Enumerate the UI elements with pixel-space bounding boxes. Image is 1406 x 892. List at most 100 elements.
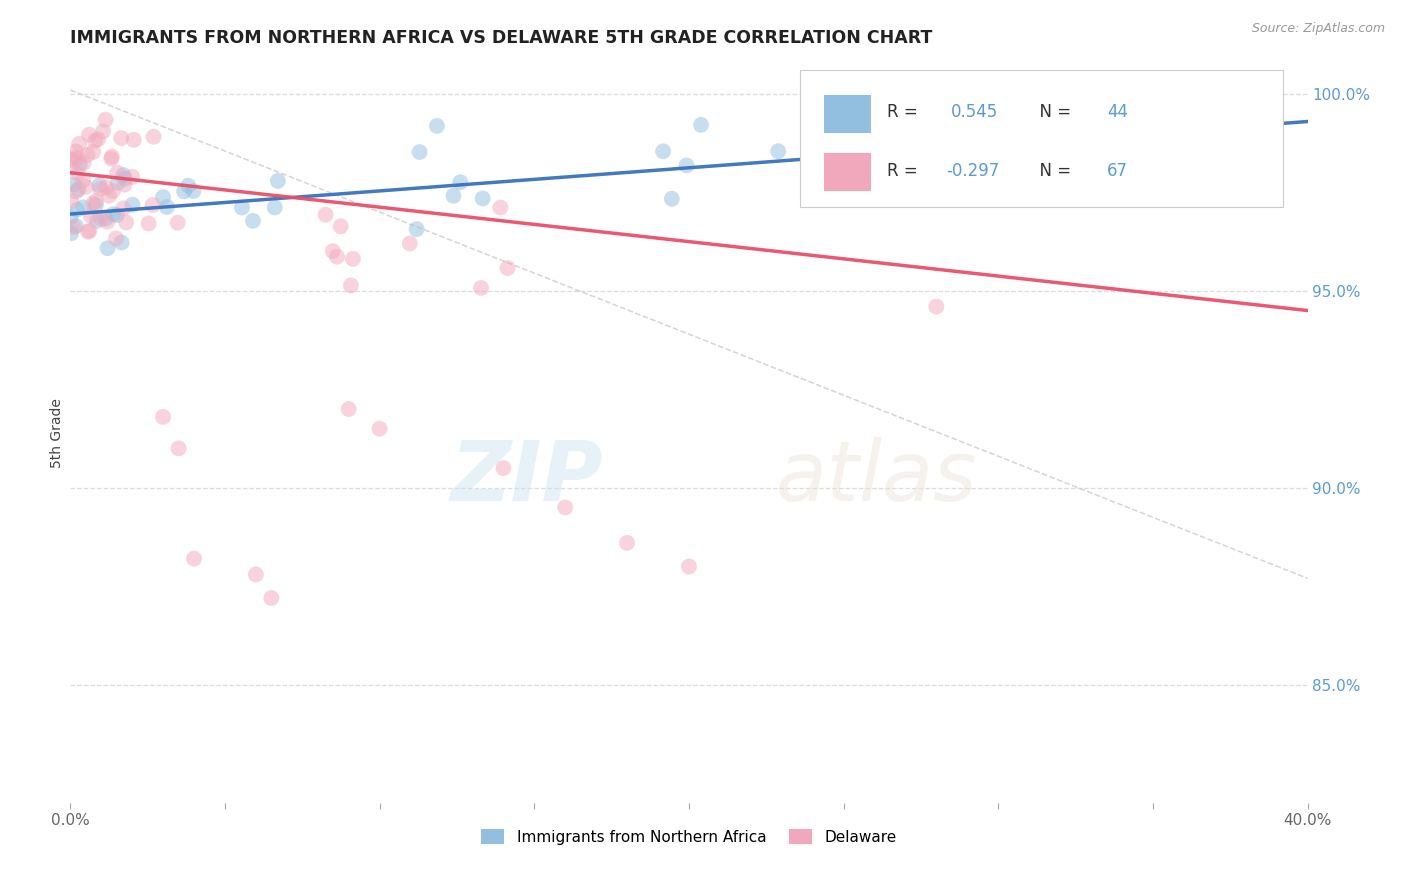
Point [82, 196, 104, 211]
Point [60, 161, 83, 175]
Point [122, 133, 145, 147]
Point [471, 191, 494, 205]
Bar [824, 153, 870, 192]
Point [67, 136, 90, 151]
Point [766, 145, 789, 159]
Point [65, 145, 87, 159]
Point [183, 184, 205, 198]
Text: ZIP: ZIP [450, 436, 602, 517]
Point [242, 214, 264, 228]
Point [76, 148, 98, 162]
Text: Source: ZipAtlas.com: Source: ZipAtlas.com [1251, 22, 1385, 36]
Point [177, 178, 200, 193]
Point [121, 198, 143, 212]
Point [616, 536, 638, 550]
Point [60, 194, 83, 209]
Point [79, 209, 101, 223]
Text: R =: R = [887, 161, 922, 179]
Point [443, 188, 465, 202]
Point [678, 559, 700, 574]
Point [152, 409, 174, 424]
Point [91, 124, 114, 138]
Point [166, 216, 188, 230]
Point [65, 185, 87, 199]
Point [315, 208, 337, 222]
Text: IMMIGRANTS FROM NORTHERN AFRICA VS DELAWARE 5TH GRADE CORRELATION CHART: IMMIGRANTS FROM NORTHERN AFRICA VS DELAW… [70, 29, 932, 47]
Point [554, 500, 576, 515]
Text: R =: R = [887, 103, 928, 121]
Point [340, 278, 363, 293]
Point [66, 167, 89, 181]
Point [245, 567, 267, 582]
Point [107, 166, 129, 180]
Point [69, 157, 91, 171]
Point [408, 145, 430, 159]
Point [90, 211, 112, 226]
Point [89, 182, 111, 196]
Point [337, 402, 360, 417]
Point [267, 174, 290, 188]
Point [156, 200, 179, 214]
Point [322, 244, 344, 259]
Point [97, 241, 120, 255]
Point [60, 227, 83, 241]
Point [100, 152, 122, 166]
Point [110, 235, 132, 250]
Point [94, 211, 117, 226]
Point [138, 217, 160, 231]
Legend: Immigrants from Northern Africa, Delaware: Immigrants from Northern Africa, Delawar… [475, 822, 903, 851]
Text: atlas: atlas [776, 436, 977, 517]
Point [959, 163, 981, 178]
Point [101, 184, 124, 198]
Text: 67: 67 [1107, 161, 1128, 179]
Point [142, 129, 165, 144]
Point [62, 220, 84, 235]
Point [89, 178, 111, 193]
FancyBboxPatch shape [800, 70, 1282, 207]
Y-axis label: 5th Grade: 5th Grade [51, 398, 65, 467]
Point [72, 173, 94, 187]
Point [66, 202, 89, 217]
Point [107, 176, 129, 190]
Text: 0.545: 0.545 [952, 103, 998, 121]
Point [329, 219, 352, 234]
Point [82, 145, 104, 159]
Point [231, 201, 253, 215]
Point [661, 192, 683, 206]
Point [114, 171, 136, 186]
Point [59, 211, 82, 225]
Point [492, 461, 515, 475]
Point [84, 194, 107, 208]
Point [67, 182, 90, 196]
Point [489, 201, 512, 215]
Point [112, 168, 135, 182]
Point [1185, 170, 1208, 185]
Point [326, 250, 349, 264]
Point [105, 231, 128, 245]
Point [98, 188, 121, 202]
Point [263, 201, 285, 215]
Point [72, 156, 94, 170]
Point [84, 134, 107, 148]
Point [690, 118, 713, 132]
Point [121, 169, 143, 184]
Point [152, 190, 174, 204]
Point [75, 179, 97, 194]
Point [496, 261, 519, 276]
Point [96, 180, 118, 194]
Point [260, 591, 283, 605]
Point [675, 158, 697, 172]
Point [101, 150, 124, 164]
Point [183, 551, 205, 566]
Point [342, 252, 364, 266]
Text: -0.297: -0.297 [946, 161, 1000, 179]
Point [79, 224, 101, 238]
Point [405, 222, 427, 236]
Point [426, 119, 449, 133]
Text: 44: 44 [1107, 103, 1128, 121]
Point [77, 225, 100, 239]
Point [652, 145, 675, 159]
Point [398, 236, 420, 251]
Point [65, 219, 87, 233]
Point [86, 214, 108, 228]
